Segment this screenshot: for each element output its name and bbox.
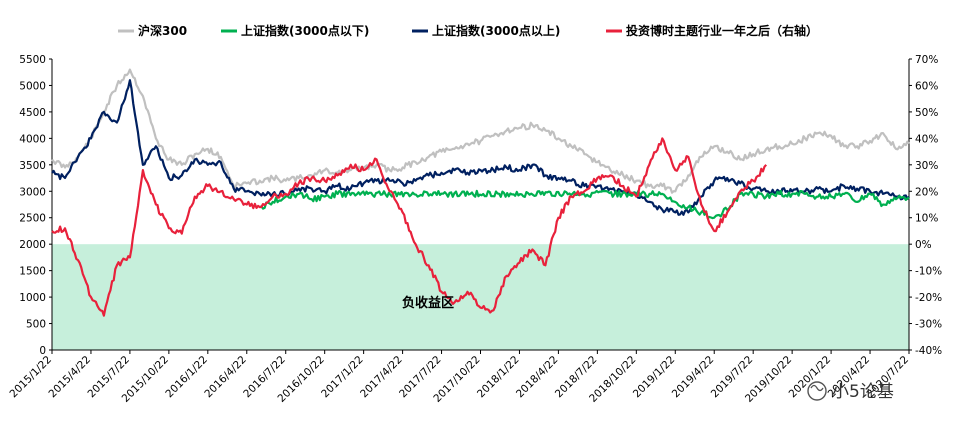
- right-tick-label: -10%: [915, 266, 942, 278]
- x-axis-ticks: 2015/1/222015/4/222015/7/222015/10/22201…: [8, 354, 912, 405]
- legend-label-1: 上证指数(3000点以下): [241, 23, 369, 38]
- chart-frame: [51, 59, 910, 354]
- left-tick-label: 3000: [19, 186, 46, 198]
- legend-label-2: 上证指数(3000点以上): [432, 23, 560, 38]
- right-tick-label: -40%: [915, 345, 942, 357]
- right-tick-label: 20%: [915, 186, 938, 198]
- right-tick-label: 10%: [915, 213, 938, 225]
- watermark: 小5论基: [807, 381, 894, 402]
- legend-label-3: 投资博时主题行业一年之后（右轴）: [626, 23, 818, 38]
- left-tick-label: 1500: [19, 266, 46, 278]
- right-tick-label: 70%: [915, 54, 938, 66]
- right-axis-ticks: -40% -30% -20% -10% 0% 10% 20% 30% 40% 50% 60% 70%: [909, 54, 942, 357]
- series-line-2: [51, 79, 910, 216]
- left-tick-label: 2000: [19, 239, 46, 251]
- left-tick-label: 2500: [19, 213, 46, 225]
- left-tick-label: 3500: [19, 160, 46, 172]
- right-tick-label: -20%: [915, 292, 942, 304]
- negative-zone-fill: [52, 244, 909, 350]
- legend-label-0: 沪深300: [138, 23, 187, 38]
- right-tick-label: -30%: [915, 319, 942, 331]
- legend: 沪深300 上证指数(3000点以下) 上证指数(3000点以上) 投资博时主题行业一…: [118, 23, 818, 38]
- left-axis-ticks: 0 500 1000 1500 2000 2500 3000 3500 4000 4500 5000…: [19, 54, 52, 357]
- negative-zone-label: 负收益区: [402, 295, 454, 311]
- left-tick-label: 5000: [19, 80, 46, 92]
- series-line-1: [259, 189, 910, 220]
- watermark-text: 小5论基: [832, 382, 894, 402]
- right-tick-label: 0%: [915, 239, 932, 251]
- left-tick-label: 500: [26, 319, 46, 331]
- right-tick-label: 60%: [915, 80, 938, 92]
- negative-zone: [52, 244, 909, 350]
- series-line-0: [51, 68, 910, 194]
- right-tick-label: 50%: [915, 107, 938, 119]
- right-tick-label: 40%: [915, 133, 938, 145]
- right-tick-label: 30%: [915, 160, 938, 172]
- left-tick-label: 4000: [19, 133, 46, 145]
- chart-lines: [51, 68, 910, 317]
- left-tick-label: 5500: [19, 54, 46, 66]
- left-tick-label: 4500: [19, 107, 46, 119]
- left-tick-label: 1000: [19, 292, 46, 304]
- left-tick-label: 0: [39, 345, 46, 357]
- series-line-3: [51, 137, 768, 317]
